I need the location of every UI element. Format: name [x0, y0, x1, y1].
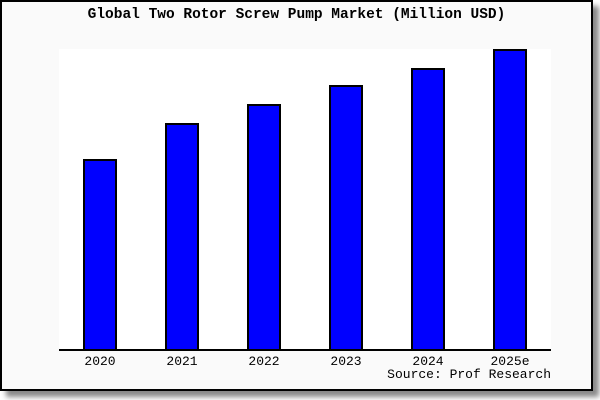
source-credit: Source: Prof Research	[387, 367, 551, 382]
bar-2022	[247, 104, 281, 349]
bar-2024	[411, 68, 445, 349]
bar-slot	[305, 49, 387, 349]
bar-slot	[387, 49, 469, 349]
plot-area	[59, 49, 551, 351]
chart-card: Global Two Rotor Screw Pump Market (Mill…	[0, 0, 593, 391]
bar-slot	[59, 49, 141, 349]
x-tick-label: 2024	[412, 354, 444, 369]
bar-2021	[165, 123, 199, 349]
bar-2023	[329, 85, 363, 349]
x-tick-label: 2023	[330, 354, 362, 369]
x-tick-label: 2020	[84, 354, 116, 369]
x-tick-label: 2022	[248, 354, 280, 369]
bar-slot	[469, 49, 551, 349]
bar-slot	[141, 49, 223, 349]
x-axis-tick-labels: 2020 2021 2022 2023 2024 2025e	[59, 354, 551, 369]
bars-container	[59, 49, 551, 349]
x-tick-label: 2021	[166, 354, 198, 369]
bar-2025e	[493, 49, 527, 349]
bar-2020	[83, 159, 117, 349]
x-tick-label: 2025e	[490, 354, 530, 369]
chart-title: Global Two Rotor Screw Pump Market (Mill…	[87, 7, 506, 23]
bar-slot	[223, 49, 305, 349]
